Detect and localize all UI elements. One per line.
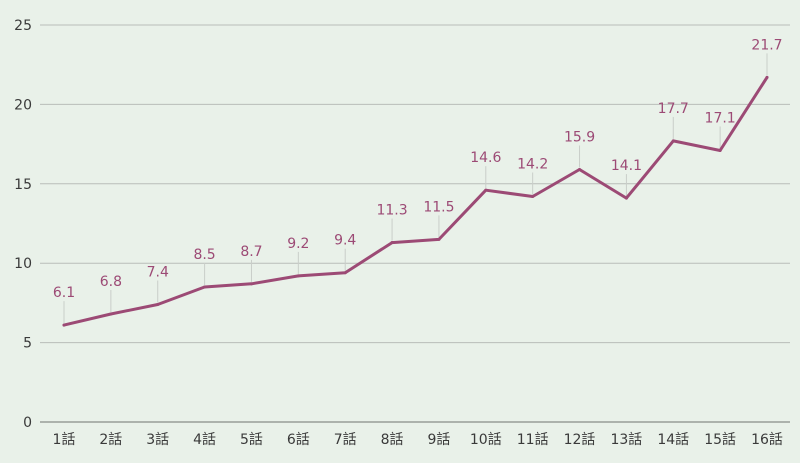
data-point	[437, 237, 441, 241]
data-label: 14.2	[517, 157, 548, 173]
x-tick-label: 3話	[146, 431, 169, 448]
x-tick-label: 16話	[751, 431, 783, 448]
data-label: 14.1	[611, 158, 642, 174]
data-point	[578, 168, 582, 172]
y-tick-label: 10	[14, 256, 32, 272]
y-tick-label: 25	[14, 18, 32, 34]
data-point	[109, 312, 113, 316]
data-label: 9.4	[334, 233, 356, 249]
series	[62, 75, 769, 327]
x-tick-label: 15話	[704, 431, 736, 448]
data-point	[624, 196, 628, 200]
x-tick-label: 13話	[610, 431, 642, 448]
x-tick-label: 8話	[381, 431, 404, 448]
data-label: 8.7	[240, 244, 262, 260]
grid	[40, 24, 790, 344]
y-tick-label: 0	[23, 415, 32, 431]
data-label: 17.7	[658, 101, 689, 117]
data-label: 9.2	[287, 236, 309, 252]
x-axis: 1話 2話 3話 4話 5話 6話 7話 8話 9話 10話 11話 12話 13話 14話 15話 16話	[40, 421, 790, 448]
x-tick-label: 6話	[287, 431, 310, 448]
data-point	[765, 75, 769, 79]
data-point	[343, 271, 347, 275]
data-label: 7.4	[147, 264, 169, 280]
x-tick-label: 1話	[53, 431, 76, 448]
data-label: 14.6	[470, 150, 501, 166]
x-tick-label: 4話	[193, 431, 216, 448]
data-point	[62, 323, 66, 327]
data-labels: 6.1 6.8 7.4 8.5 8.7 9.2 9.4 11.3 11.5 14.6 14.2 15.…	[53, 37, 783, 301]
data-point	[390, 241, 394, 245]
data-point	[296, 274, 300, 278]
data-point	[531, 195, 535, 199]
data-label: 6.8	[100, 274, 122, 290]
y-tick-label: 20	[14, 97, 32, 113]
data-point	[671, 139, 675, 143]
x-tick-label: 10話	[470, 431, 502, 448]
data-point	[484, 188, 488, 192]
x-tick-label: 12話	[564, 431, 596, 448]
data-label: 11.3	[376, 203, 407, 219]
x-tick-label: 7話	[334, 431, 357, 448]
data-label: 15.9	[564, 130, 595, 146]
y-tick-label: 5	[23, 336, 32, 352]
x-tick-label: 5話	[240, 431, 263, 448]
data-point	[718, 148, 722, 152]
label-leaders	[63, 53, 768, 324]
x-tick-label: 14話	[657, 431, 689, 448]
data-label: 8.5	[193, 247, 215, 263]
data-label: 6.1	[53, 285, 75, 301]
data-point	[203, 285, 207, 289]
data-point	[156, 302, 160, 306]
data-label: 21.7	[751, 37, 782, 53]
y-tick-label: 15	[14, 177, 32, 193]
x-tick-label: 2話	[99, 431, 122, 448]
series-line	[62, 75, 769, 327]
data-label: 17.1	[705, 110, 736, 126]
x-tick-label: 9話	[427, 431, 450, 448]
data-label: 11.5	[423, 199, 454, 215]
data-point	[249, 282, 253, 286]
x-tick-label: 11話	[517, 431, 549, 448]
y-axis: 0 5 10 15 20 25	[14, 18, 32, 431]
